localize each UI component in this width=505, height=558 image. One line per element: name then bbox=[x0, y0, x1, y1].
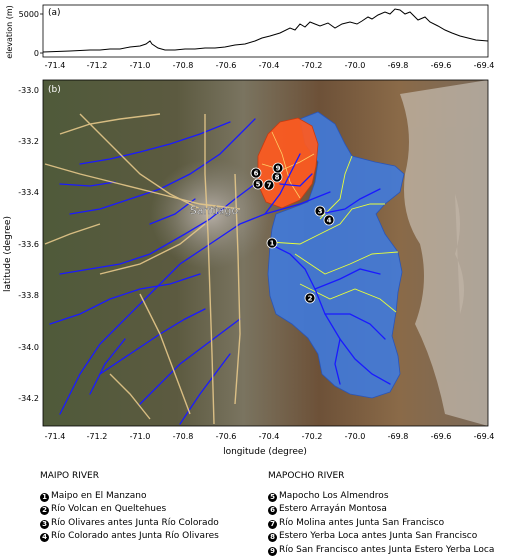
elevation-plot-frame bbox=[42, 4, 489, 58]
longitude-axis-label: longitude (degree) bbox=[223, 447, 307, 457]
elevation-axis-label: elevation (m) bbox=[5, 5, 14, 59]
svg-text:6: 6 bbox=[254, 170, 259, 178]
station-marker-1: 1 bbox=[266, 237, 278, 249]
elevation-panel-label: (a) bbox=[48, 8, 61, 18]
maipo-legend-item-2: 2 Río Volcan en Queltehues bbox=[40, 503, 219, 517]
elev-xtick-0: -71.4 bbox=[45, 61, 66, 70]
svg-text:9: 9 bbox=[276, 165, 281, 173]
mapocho-subbasins bbox=[261, 131, 315, 199]
lon-tick-7: -70.0 bbox=[345, 432, 366, 441]
maipo-basin bbox=[267, 111, 405, 399]
lat-tick-4: -33.8 bbox=[18, 291, 39, 300]
lat-tick-1: -33.2 bbox=[18, 137, 39, 146]
mapocho-legend-item-7: 7 Río Molina antes Junta San Francisco bbox=[268, 517, 494, 531]
lat-tick-5: -34.0 bbox=[18, 343, 39, 352]
lat-tick-3: -33.6 bbox=[18, 240, 39, 249]
river-network bbox=[49, 118, 391, 425]
elev-xtick-4: -70.6 bbox=[216, 61, 237, 70]
maipo-legend: MAIPO RIVER 1 Maipo en El Manzano 2 Río Vo… bbox=[40, 470, 219, 544]
santiago-city-label: Santiago bbox=[190, 204, 239, 217]
lon-tick-5: -70.4 bbox=[259, 432, 280, 441]
lon-tick-8: -69.8 bbox=[388, 432, 409, 441]
lat-tick-6: -34.2 bbox=[18, 394, 39, 403]
elev-xtick-5: -70.4 bbox=[259, 61, 280, 70]
station-marker-5: 5 bbox=[252, 178, 264, 190]
mapocho-legend-item-9: 9 Río San Francisco antes Junta Estero Ye… bbox=[268, 544, 494, 558]
mapocho-legend-item-6: 6 Estero Arrayán Montosa bbox=[268, 503, 494, 517]
maipo-legend-item-1: 1 Maipo en El Manzano bbox=[40, 490, 219, 504]
svg-text:2: 2 bbox=[308, 295, 313, 303]
svg-text:5: 5 bbox=[256, 181, 261, 189]
station-marker-4: 4 bbox=[323, 214, 335, 226]
svg-text:3: 3 bbox=[318, 208, 323, 216]
elevation-x-ticks: -71.4 -71.2 -71.0 -70.8 -70.6 -70.4 -70.… bbox=[45, 61, 495, 70]
maipo-legend-title: MAIPO RIVER bbox=[40, 471, 99, 481]
lon-tick-2: -71.0 bbox=[130, 432, 151, 441]
elev-xtick-8: -69.8 bbox=[388, 61, 409, 70]
mapocho-legend: MAPOCHO RIVER 5 Mapocho Los Almendros 6 Es… bbox=[268, 470, 494, 558]
elevation-profile-panel: (a) 5000 0 elevation (m) -71.4 -71.2 -71… bbox=[5, 4, 495, 70]
santiago-urban-area bbox=[150, 159, 270, 269]
svg-text:8: 8 bbox=[275, 174, 280, 182]
elevation-profile-line bbox=[42, 8, 489, 53]
mapocho-legend-item-8: 8 Estero Yerba Loca antes Junta San Franc… bbox=[268, 530, 494, 544]
map-panel-label: (b) bbox=[48, 85, 61, 95]
elev-xtick-1: -71.2 bbox=[87, 61, 108, 70]
mapocho-legend-title: MAPOCHO RIVER bbox=[268, 471, 345, 481]
lon-tick-6: -70.2 bbox=[302, 432, 323, 441]
svg-text:7: 7 bbox=[267, 182, 272, 190]
lon-tick-0: -71.4 bbox=[45, 432, 66, 441]
svg-text:4: 4 bbox=[327, 217, 332, 225]
station-marker-3: 3 bbox=[314, 205, 326, 217]
station-marker-6: 6 bbox=[250, 167, 262, 179]
lon-tick-4: -70.6 bbox=[216, 432, 237, 441]
longitude-ticks: -71.4 -71.2 -71.0 -70.8 -70.6 -70.4 -70.… bbox=[45, 432, 495, 441]
road-network bbox=[44, 113, 241, 425]
maipo-legend-item-3: 3 Río Olivares antes Junta Río Colorado bbox=[40, 517, 219, 531]
station-marker-9: 9 bbox=[272, 162, 284, 174]
station-marker-2: 2 bbox=[304, 292, 316, 304]
elevation-tick-0: 0 bbox=[34, 49, 39, 58]
station-marker-8: 8 bbox=[271, 171, 283, 183]
elevation-tick-5000: 5000 bbox=[19, 10, 39, 19]
elev-xtick-2: -71.0 bbox=[130, 61, 151, 70]
latitude-axis-label: latitude (degree) bbox=[3, 216, 13, 292]
lon-tick-3: -70.8 bbox=[173, 432, 194, 441]
lat-tick-0: -33.0 bbox=[18, 86, 39, 95]
elev-xtick-10: -69.4 bbox=[474, 61, 495, 70]
elev-xtick-7: -70.0 bbox=[345, 61, 366, 70]
lon-tick-10: -69.4 bbox=[474, 432, 495, 441]
elev-xtick-6: -70.2 bbox=[302, 61, 323, 70]
maipo-legend-item-4: 4 Río Colorado antes Junta Río Olivares bbox=[40, 530, 219, 544]
station-marker-7: 7 bbox=[263, 179, 275, 191]
elev-xtick-3: -70.8 bbox=[173, 61, 194, 70]
map-frame bbox=[42, 79, 489, 427]
elev-xtick-9: -69.6 bbox=[431, 61, 452, 70]
mapocho-legend-item-5: 5 Mapocho Los Almendros bbox=[268, 490, 494, 504]
svg-text:1: 1 bbox=[270, 240, 275, 248]
snow-ridges bbox=[400, 80, 488, 426]
lon-tick-1: -71.2 bbox=[87, 432, 108, 441]
latitude-ticks: -33.0 -33.2 -33.4 -33.6 -33.8 -34.0 -34.… bbox=[18, 86, 39, 403]
map-panel: 1 2 3 4 5 6 7 8 9 Santiago (b) -33.0 -33… bbox=[3, 79, 495, 457]
subbasin-borders bbox=[269, 155, 399, 313]
lon-tick-9: -69.6 bbox=[431, 432, 452, 441]
station-markers: 1 2 3 4 5 6 7 8 9 bbox=[250, 162, 335, 304]
lat-tick-2: -33.4 bbox=[18, 188, 39, 197]
